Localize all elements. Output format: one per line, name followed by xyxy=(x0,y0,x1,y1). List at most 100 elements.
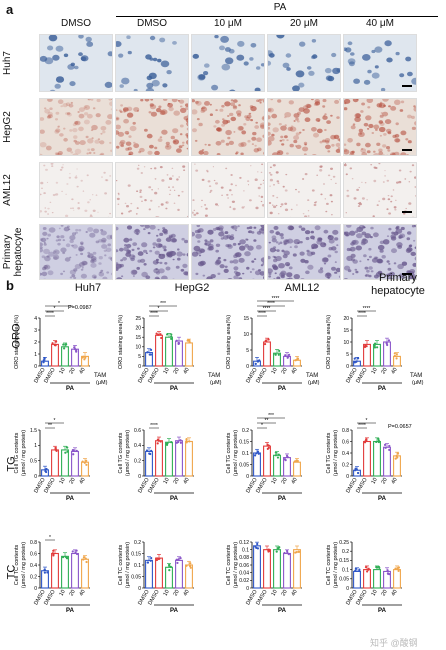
c0-bar-3 xyxy=(71,348,79,367)
c0-point-2-1 xyxy=(62,343,65,346)
c6-point-3-2 xyxy=(284,459,287,462)
c9-point-0-2 xyxy=(149,559,152,562)
c11-ytick-label-2: 0.1 xyxy=(342,567,349,573)
c7-bar-4 xyxy=(393,455,401,477)
micrograph-r3-c0 xyxy=(39,224,113,280)
c10-ytick-label-0: 0 xyxy=(246,586,249,592)
c3-ytick-label-4: 20 xyxy=(343,316,349,322)
micrograph-r1-c3 xyxy=(267,98,341,156)
c8-bar-2 xyxy=(61,555,69,589)
c2-ytick-label-2: 10 xyxy=(243,332,249,338)
c1-bar-2 xyxy=(165,336,173,367)
c8-bar-1 xyxy=(51,552,59,589)
c2-sig-3: **** xyxy=(272,296,280,302)
c10-pa-label: PA xyxy=(278,608,287,614)
c6-point-0-1 xyxy=(253,454,257,457)
c0-xtick-label-3: 20 xyxy=(68,367,76,375)
c7-bar-1 xyxy=(363,440,371,477)
c7-point-3-1 xyxy=(388,448,391,451)
c9-ytick-label-2: 0.1 xyxy=(134,563,141,569)
c4-xtick-label-4: 40 xyxy=(78,477,86,485)
c8-point-0-3 xyxy=(43,569,46,572)
c10-point-4-1 xyxy=(297,550,300,553)
micrograph-r2-c4 xyxy=(343,162,417,218)
c4-ylabel-1: (μmol / mg protein) xyxy=(21,430,27,476)
c1-xtick-label-1: DMSO xyxy=(147,366,161,384)
c0-point-3-2 xyxy=(75,350,78,353)
c7-xtick-label-2: 10 xyxy=(370,477,378,485)
c7-point-2-1 xyxy=(377,440,380,444)
micrograph-r2-c3 xyxy=(267,162,341,218)
c8-point-0-0 xyxy=(46,571,49,574)
c5-sig-0: **** xyxy=(150,423,158,429)
c5-xtick-label-1: DMSO xyxy=(147,476,161,494)
c11-point-1-2 xyxy=(367,568,370,571)
c1-bar-1 xyxy=(155,334,163,367)
c9-point-3-3 xyxy=(179,557,182,560)
c5-point-0-0 xyxy=(145,449,149,452)
c11-point-1-3 xyxy=(366,570,369,573)
c0-xtick-label-2: 10 xyxy=(58,367,66,375)
c5-ytick-label-1: 0.2 xyxy=(134,458,141,464)
micrograph-r3-c4 xyxy=(343,224,417,280)
c10-point-0-2 xyxy=(256,542,259,546)
c10-xtick-label-1: DMSO xyxy=(255,588,269,606)
c8-ylabel-1: (μmol / mg protein) xyxy=(21,542,27,588)
c10-bar-0 xyxy=(253,545,261,589)
c7-xtick-label-1: DMSO xyxy=(355,476,369,494)
c4-point-2-3 xyxy=(66,450,69,453)
c0-point-4-1 xyxy=(83,358,86,361)
c1-point-1-1 xyxy=(155,332,158,335)
c8-bar-4 xyxy=(81,558,89,589)
c4-ylabel-0: Cell TG contents xyxy=(14,432,20,473)
c6-point-1-3 xyxy=(267,444,271,447)
c11-bar-0 xyxy=(353,570,361,589)
c11-ytick-label-3: 0.15 xyxy=(339,558,349,564)
c2-point-1-1 xyxy=(263,342,267,346)
c1-point-3-1 xyxy=(175,339,178,342)
c10-point-3-0 xyxy=(287,553,290,556)
c8-point-4-0 xyxy=(84,557,87,560)
c0-bar-1 xyxy=(51,343,59,367)
c10-ytick-label-1: 0.02 xyxy=(239,578,249,584)
group-title-3: Primary hepatocyte xyxy=(371,272,425,297)
c9-bar-0 xyxy=(145,559,153,589)
c6-xtick-label-3: 20 xyxy=(280,477,288,485)
c4-point-4-3 xyxy=(81,460,84,463)
c1-xtick-label-2: 10 xyxy=(162,367,170,375)
c2-pa-label: PA xyxy=(278,386,287,392)
c4-ytick-label-1: 0.5 xyxy=(30,458,37,464)
c8-point-3-2 xyxy=(74,551,77,554)
c10-ytick-label-3: 0.06 xyxy=(239,563,249,569)
c6-ytick-label-3: 0.15 xyxy=(239,439,249,445)
c5-ytick-label-3: 0.6 xyxy=(134,428,141,434)
c7-point-3-0 xyxy=(383,443,387,446)
c5-point-4-2 xyxy=(185,441,188,444)
c9-ylabel-0: Cell TC contents xyxy=(118,544,124,585)
c10-point-2-2 xyxy=(275,550,278,553)
c1-point-2-3 xyxy=(170,333,173,336)
c6-point-4-3 xyxy=(295,459,298,462)
c6-sig-0: * xyxy=(261,423,263,429)
column-header-0: DMSO xyxy=(61,18,91,29)
c0-ylabel-0: ORO staining area(%) xyxy=(14,315,20,369)
c1-ylabel-0: ORO staining area(%) xyxy=(118,315,124,369)
c4-ytick-label-2: 1 xyxy=(34,443,37,449)
c7-ytick-label-4: 0.8 xyxy=(342,428,349,434)
c6-point-2-2 xyxy=(274,451,277,454)
c9-point-2-0 xyxy=(169,565,172,568)
c8-bar-3 xyxy=(71,552,79,589)
c5-point-3-3 xyxy=(175,441,178,444)
c11-bar-2 xyxy=(373,569,381,589)
c2-xtick-label-4: 40 xyxy=(290,367,298,375)
c4-point-3-3 xyxy=(71,448,74,452)
c1-point-4-3 xyxy=(188,339,191,343)
c5-xtick-label-3: 20 xyxy=(172,477,180,485)
c8-ytick-label-1: 0.2 xyxy=(30,574,37,580)
c5-pa-label: PA xyxy=(170,496,179,502)
c1-point-1-2 xyxy=(160,336,163,340)
c6-point-0-2 xyxy=(255,452,258,455)
c11-ylabel-1: (μmol / mg protein) xyxy=(333,542,339,588)
c7-point-2-0 xyxy=(375,440,378,444)
p-value-primary-tg: P=0.0657 xyxy=(388,424,412,430)
